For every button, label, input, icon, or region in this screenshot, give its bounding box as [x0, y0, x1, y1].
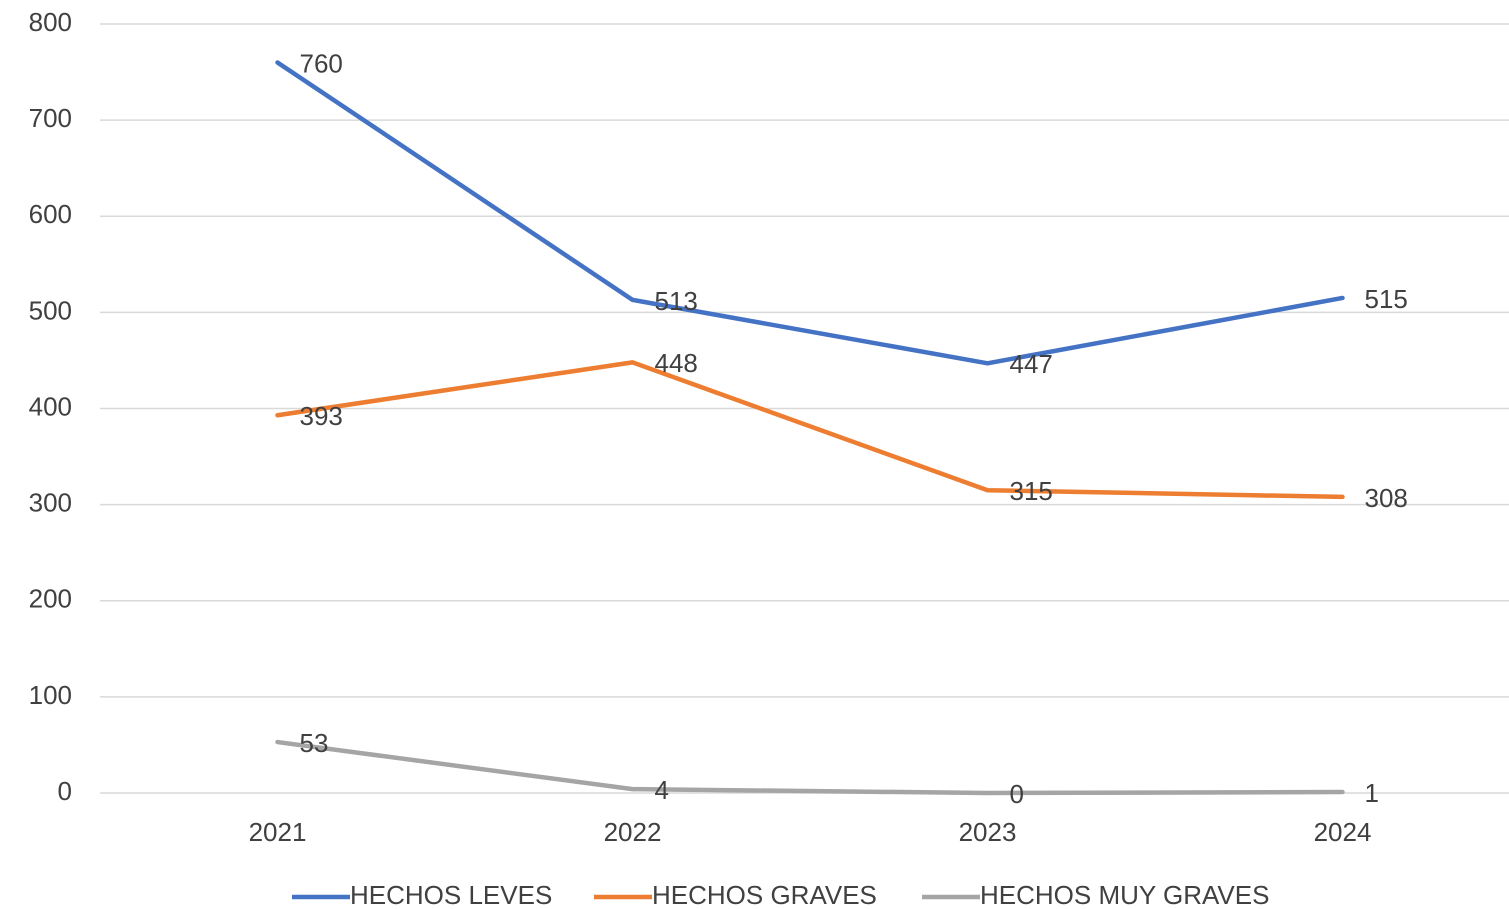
data-label: 515: [1365, 284, 1408, 314]
y-tick-label: 400: [29, 391, 72, 421]
legend-label: HECHOS GRAVES: [652, 880, 877, 909]
y-tick-label: 700: [29, 103, 72, 133]
x-tick-label: 2023: [959, 817, 1017, 847]
legend-label: HECHOS MUY GRAVES: [980, 880, 1269, 909]
data-label: 513: [655, 286, 698, 316]
data-label: 315: [1010, 476, 1053, 506]
data-label: 0: [1010, 779, 1024, 809]
data-label: 1: [1365, 778, 1379, 808]
legend-label: HECHOS LEVES: [350, 880, 552, 909]
y-tick-label: 300: [29, 488, 72, 518]
x-tick-label: 2021: [249, 817, 307, 847]
data-label: 4: [655, 775, 669, 805]
x-tick-label: 2024: [1314, 817, 1372, 847]
series-line: [275, 739, 1345, 796]
data-label: 448: [655, 348, 698, 378]
y-tick-label: 100: [29, 680, 72, 710]
data-label: 393: [300, 401, 343, 431]
x-tick-label: 2022: [604, 817, 662, 847]
data-label: 308: [1365, 483, 1408, 513]
y-tick-label: 600: [29, 199, 72, 229]
y-tick-label: 500: [29, 295, 72, 325]
y-tick-label: 0: [58, 776, 72, 806]
data-label: 447: [1010, 349, 1053, 379]
series-line: [275, 360, 1345, 500]
y-tick-label: 800: [29, 7, 72, 37]
y-tick-label: 200: [29, 584, 72, 614]
series-line: [275, 60, 1345, 366]
data-label: 760: [300, 48, 343, 78]
data-label: 53: [300, 728, 329, 758]
